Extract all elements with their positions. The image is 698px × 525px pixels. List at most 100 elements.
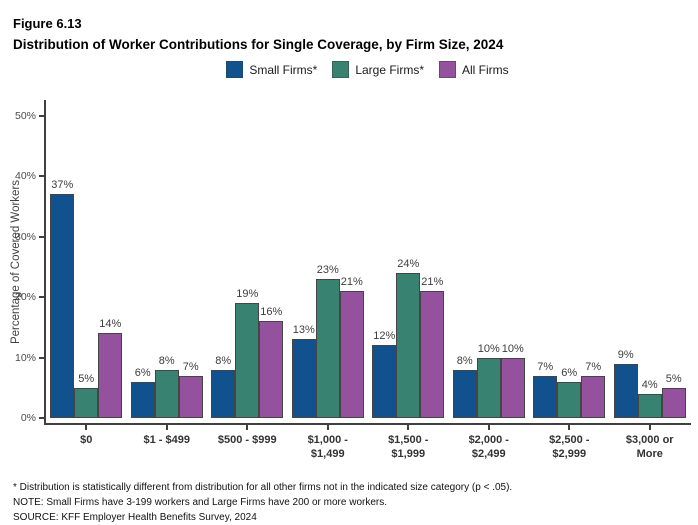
- legend-item-2: All Firms: [439, 61, 509, 78]
- bar-value-label: 14%: [99, 318, 122, 331]
- bar-value-label: 21%: [340, 275, 363, 288]
- bar-small-firms: 8%: [452, 355, 477, 418]
- legend-swatch-icon: [439, 61, 456, 78]
- bar-all-firms: 16%: [259, 306, 284, 418]
- x-tick-label: $500 - $999: [217, 434, 277, 446]
- bar-large-firms: 23%: [315, 264, 340, 418]
- bar-large-firms: 4%: [637, 379, 662, 418]
- y-tick-mark: [39, 296, 44, 298]
- bar-value-label: 10%: [477, 342, 500, 355]
- legend-swatch-icon: [332, 61, 350, 78]
- x-tick-mark: [407, 425, 410, 430]
- bar-all-firms: 21%: [420, 276, 445, 418]
- y-tick-mark: [39, 175, 44, 177]
- bar-group-0: 37% 5% 14%: [46, 179, 127, 418]
- legend-item-1: Large Firms*: [332, 61, 424, 78]
- x-label-cell-0: $0: [46, 425, 127, 462]
- bar-small-firms: 37%: [50, 179, 75, 418]
- x-axis-line: [44, 423, 691, 425]
- legend-swatch-icon: [226, 61, 244, 78]
- bar-group-2: 8% 19% 16%: [207, 288, 288, 418]
- x-tick-label: $1 - $499: [143, 434, 190, 446]
- bar-value-label: 5%: [78, 372, 95, 385]
- bar-large-firms: 10%: [476, 343, 501, 418]
- bar-value-label: 10%: [501, 342, 524, 355]
- bar-value-label: 19%: [236, 288, 259, 301]
- bar-small-firms: 12%: [372, 330, 397, 418]
- x-label-cell-5: $2,000 - $2,499: [449, 425, 530, 462]
- bar-value-label: 12%: [373, 330, 396, 343]
- x-tick-label: $1,000 - $1,499: [307, 434, 348, 461]
- bar-value-label: 4%: [641, 378, 658, 391]
- bar-all-firms: 7%: [581, 361, 606, 418]
- figure-number: Figure 6.13: [13, 16, 82, 31]
- bar-value-label: 8%: [456, 354, 473, 367]
- x-tick-mark: [165, 425, 168, 430]
- x-tick-label: $3,000 or More: [625, 434, 674, 461]
- bar-value-label: 21%: [421, 275, 444, 288]
- bar-value-label: 8%: [158, 354, 175, 367]
- x-label-cell-2: $500 - $999: [207, 425, 288, 462]
- y-tick-label: 0%: [20, 412, 36, 424]
- bar-large-firms: 19%: [235, 288, 260, 418]
- legend-label: All Firms: [462, 62, 509, 77]
- footnotes: * Distribution is statistically differen…: [13, 480, 512, 525]
- x-tick-mark: [487, 425, 490, 430]
- bar-small-firms: 8%: [211, 355, 236, 418]
- bar-value-label: 7%: [537, 360, 554, 373]
- x-tick-mark: [568, 425, 571, 430]
- bar-value-label: 16%: [260, 306, 283, 319]
- x-tick-label: $1,500 - $1,999: [388, 434, 429, 461]
- bar-value-label: 8%: [215, 354, 232, 367]
- x-label-cell-6: $2,500 - $2,999: [529, 425, 610, 462]
- y-tick-label: 50%: [14, 109, 36, 122]
- bar-value-label: 6%: [134, 366, 151, 379]
- y-axis-title: Percentage of Covered Workers: [10, 179, 22, 345]
- bar-group-5: 8% 10% 10%: [449, 343, 530, 418]
- x-tick-mark: [648, 425, 651, 430]
- legend-item-0: Small Firms*: [226, 61, 317, 78]
- bar-value-label: 13%: [292, 324, 315, 337]
- x-label-cell-7: $3,000 or More: [610, 425, 691, 462]
- x-label-cell-1: $1 - $499: [127, 425, 208, 462]
- x-tick-label: $2,500 - $2,999: [549, 434, 590, 461]
- x-axis-labels: $0 $1 - $499 $500 - $999 $1,000 - $1,499 $1,…: [46, 425, 690, 462]
- legend-label: Small Firms*: [249, 62, 318, 77]
- bar-value-label: 7%: [585, 360, 602, 373]
- legend-label: Large Firms*: [355, 62, 424, 77]
- x-tick-label: $0: [80, 434, 93, 446]
- bar-group-7: 9% 4% 5%: [610, 349, 691, 418]
- bar-group-1: 6% 8% 7%: [127, 355, 208, 418]
- bar-all-firms: 21%: [339, 276, 364, 418]
- bar-all-firms: 14%: [98, 318, 123, 418]
- bar-large-firms: 8%: [154, 355, 179, 418]
- y-tick-label: 10%: [14, 351, 36, 364]
- y-axis-line: [44, 100, 46, 425]
- bar-value-label: 9%: [617, 348, 634, 361]
- x-tick-mark: [326, 425, 329, 430]
- x-label-cell-3: $1,000 - $1,499: [288, 425, 369, 462]
- bar-value-label: 6%: [561, 366, 578, 379]
- legend: Small Firms* Large Firms* All Firms: [45, 61, 690, 78]
- bar-group-6: 7% 6% 7%: [529, 361, 610, 418]
- bar-small-firms: 13%: [291, 324, 316, 418]
- bar-value-label: 5%: [665, 372, 682, 385]
- y-tick-mark: [39, 235, 44, 238]
- y-tick-mark: [39, 417, 44, 419]
- y-tick-label: 40%: [14, 170, 36, 182]
- bar-group-3: 13% 23% 21%: [288, 264, 369, 418]
- x-tick-mark: [246, 425, 249, 430]
- footnote-significance: * Distribution is statistically differen…: [13, 482, 513, 493]
- bar-value-label: 37%: [51, 179, 74, 192]
- plot-area: 37% 5% 14% 6% 8% 7% 8% 19% 16% 13% 23% 21% 12% 24% 21%…: [46, 105, 690, 418]
- bar-small-firms: 9%: [613, 349, 638, 418]
- y-tick-mark: [39, 114, 44, 117]
- bar-large-firms: 6%: [557, 367, 582, 418]
- bar-value-label: 24%: [397, 257, 420, 270]
- y-tick-label: 20%: [14, 291, 36, 303]
- bar-large-firms: 5%: [74, 373, 99, 418]
- chart-title: Distribution of Worker Contributions for…: [13, 37, 504, 52]
- x-label-cell-4: $1,500 - $1,999: [368, 425, 449, 462]
- bar-all-firms: 5%: [661, 373, 686, 418]
- footnote-source: SOURCE: KFF Employer Health Benefits Sur…: [13, 512, 257, 523]
